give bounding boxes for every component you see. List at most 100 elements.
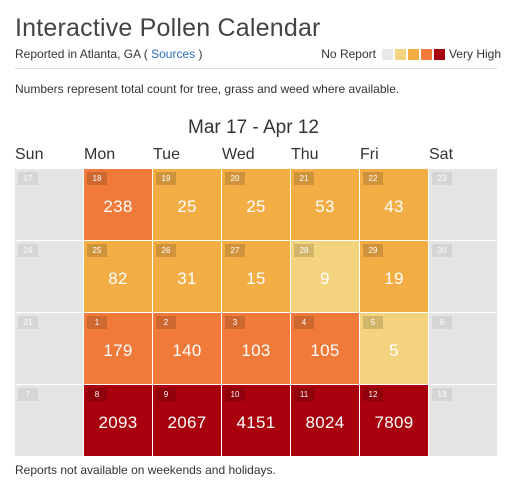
date-badge: 1: [87, 316, 107, 329]
day-cell[interactable]: 25 82: [84, 241, 152, 312]
day-cell[interactable]: 21 53: [291, 169, 359, 240]
pollen-count: 2067: [167, 412, 207, 432]
day-cell[interactable]: 18 238: [84, 169, 152, 240]
pollen-count: 25: [177, 196, 197, 216]
pollen-count: 43: [384, 196, 404, 216]
pollen-count: 31: [177, 268, 197, 288]
severity-legend: No Report Very High: [321, 47, 501, 61]
location-subtitle: Reported in Atlanta, GA ( Sources ): [15, 47, 202, 61]
date-badge: 5: [363, 316, 383, 329]
date-badge: 7: [18, 388, 38, 401]
footer-note: Reports not available on weekends and ho…: [15, 463, 276, 477]
pollen-count: 5: [389, 340, 399, 360]
date-badge: 28: [294, 244, 314, 257]
weekday-thu: Thu: [291, 146, 319, 163]
date-badge: 12: [363, 388, 383, 401]
day-cell[interactable]: 1 179: [84, 313, 152, 384]
pollen-count: 82: [108, 268, 128, 288]
pollen-count: 140: [172, 340, 202, 360]
counts-note: Numbers represent total count for tree, …: [15, 82, 400, 96]
date-badge: 2: [156, 316, 176, 329]
day-cell[interactable]: 26 31: [153, 241, 221, 312]
date-badge: 24: [18, 244, 38, 257]
date-badge: 17: [18, 172, 38, 185]
day-cell: 17: [15, 169, 83, 240]
day-cell[interactable]: 8 2093: [84, 385, 152, 456]
day-cell[interactable]: 4 105: [291, 313, 359, 384]
date-badge: 4: [294, 316, 314, 329]
weekday-tue: Tue: [153, 146, 180, 163]
location-text: Reported in Atlanta, GA (: [15, 47, 148, 61]
day-cell: 30: [429, 241, 497, 312]
date-badge: 10: [225, 388, 245, 401]
subtitle-suffix: ): [198, 47, 203, 61]
date-badge: 18: [87, 172, 107, 185]
day-cell: 31: [15, 313, 83, 384]
date-badge: 20: [225, 172, 245, 185]
date-badge: 8: [87, 388, 107, 401]
date-badge: 31: [18, 316, 38, 329]
sources-link[interactable]: Sources: [151, 47, 196, 61]
legend-label-very-high: Very High: [448, 47, 501, 61]
legend-swatch-moderate: [407, 48, 419, 60]
date-range-heading: Mar 17 - Apr 12: [188, 117, 319, 138]
divider: [15, 68, 497, 69]
day-cell[interactable]: 11 8024: [291, 385, 359, 456]
pollen-count: 105: [310, 340, 340, 360]
date-badge: 29: [363, 244, 383, 257]
page-title: Interactive Pollen Calendar: [15, 14, 321, 42]
weekday-wed: Wed: [222, 146, 255, 163]
day-cell: 24: [15, 241, 83, 312]
weekday-mon: Mon: [84, 146, 116, 163]
weekday-fri: Fri: [360, 146, 379, 163]
day-cell[interactable]: 19 25: [153, 169, 221, 240]
date-badge: 30: [432, 244, 452, 257]
pollen-count: 179: [103, 340, 133, 360]
legend-swatch-low: [394, 48, 406, 60]
pollen-count: 19: [384, 268, 404, 288]
day-cell[interactable]: 28 9: [291, 241, 359, 312]
day-cell[interactable]: 22 43: [360, 169, 428, 240]
date-badge: 21: [294, 172, 314, 185]
pollen-count: 15: [246, 268, 266, 288]
calendar-grid: 17 18 238 19 25 20 25 21 53 22 43 23 24 25 82 26 31 27 15 2…: [15, 169, 497, 459]
day-cell[interactable]: 29 19: [360, 241, 428, 312]
pollen-count: 103: [241, 340, 271, 360]
day-cell: 6: [429, 313, 497, 384]
day-cell[interactable]: 12 7809: [360, 385, 428, 456]
day-cell: 23: [429, 169, 497, 240]
date-badge: 25: [87, 244, 107, 257]
date-badge: 19: [156, 172, 176, 185]
date-badge: 27: [225, 244, 245, 257]
pollen-count: 2093: [98, 412, 138, 432]
pollen-count: 7809: [374, 412, 414, 432]
pollen-count: 4151: [236, 412, 276, 432]
day-cell[interactable]: 2 140: [153, 313, 221, 384]
date-badge: 26: [156, 244, 176, 257]
date-badge: 3: [225, 316, 245, 329]
day-cell[interactable]: 10 4151: [222, 385, 290, 456]
day-cell: 7: [15, 385, 83, 456]
pollen-count: 238: [103, 196, 133, 216]
pollen-count: 9: [320, 268, 330, 288]
day-cell[interactable]: 3 103: [222, 313, 290, 384]
date-badge: 6: [432, 316, 452, 329]
date-badge: 13: [432, 388, 452, 401]
weekday-sun: Sun: [15, 146, 44, 163]
day-cell[interactable]: 9 2067: [153, 385, 221, 456]
day-cell[interactable]: 20 25: [222, 169, 290, 240]
date-badge: 9: [156, 388, 176, 401]
pollen-count: 25: [246, 196, 266, 216]
date-badge: 11: [294, 388, 314, 401]
legend-swatch-high: [420, 48, 432, 60]
date-badge: 23: [432, 172, 452, 185]
day-cell: 13: [429, 385, 497, 456]
weekday-header: Sun Mon Tue Wed Thu Fri Sat: [15, 146, 495, 166]
date-badge: 22: [363, 172, 383, 185]
legend-swatch-no-report: [381, 48, 393, 60]
pollen-count: 8024: [305, 412, 345, 432]
day-cell[interactable]: 27 15: [222, 241, 290, 312]
legend-swatch-very-high: [433, 48, 445, 60]
